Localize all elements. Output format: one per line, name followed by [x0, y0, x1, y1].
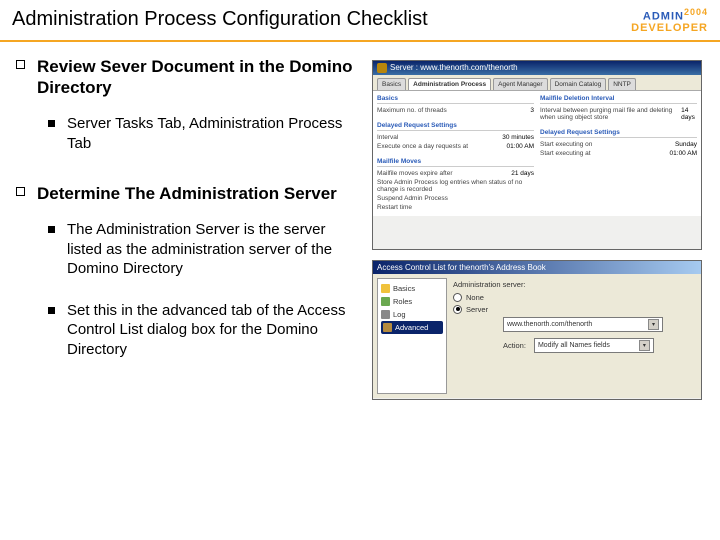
row-key: Interval [377, 134, 398, 141]
table-row: Interval between purging mail file and d… [540, 106, 697, 122]
chevron-down-icon: ▾ [639, 340, 650, 351]
side-item-roles[interactable]: Roles [381, 295, 443, 308]
table-row: Store Admin Process log entries when sta… [377, 178, 534, 194]
tab-agent-manager[interactable]: Agent Manager [493, 78, 547, 90]
side-item-advanced[interactable]: Advanced [381, 321, 443, 334]
bullet-text: Server Tasks Tab, Administration Process… [67, 114, 364, 153]
solid-square-bullet-icon [48, 226, 55, 233]
tab-admin-process[interactable]: Administration Process [408, 78, 491, 90]
row-key: Execute once a day requests at [377, 143, 468, 150]
tab-domain-catalog[interactable]: Domain Catalog [550, 78, 607, 90]
open-square-bullet-icon [16, 187, 25, 196]
side-label: Log [393, 310, 406, 319]
title-underline [0, 40, 720, 42]
logo-developer-text: DEVELOPER [631, 23, 708, 34]
text-column: Review Sever Document in the Domino Dire… [12, 56, 372, 410]
table-row: Maximum no. of threads 3 [377, 106, 534, 115]
row-key: Mailfile moves expire after [377, 170, 453, 177]
tab-basics[interactable]: Basics [377, 78, 406, 90]
radio-icon [453, 293, 462, 302]
logo-admin-text: ADMIN [643, 11, 684, 23]
table-row: Restart time [377, 203, 534, 212]
row-key: Restart time [377, 204, 412, 211]
side-item-log[interactable]: Log [381, 308, 443, 321]
server-icon [377, 63, 387, 73]
server-document-screenshot: Server : www.thenorth.com/thenorth Basic… [372, 60, 702, 250]
side-item-basics[interactable]: Basics [381, 282, 443, 295]
bullet-text: The Administration Server is the server … [67, 220, 364, 279]
row-val: 21 days [511, 170, 534, 177]
window-titlebar: Server : www.thenorth.com/thenorth [373, 61, 701, 75]
row-key: Maximum no. of threads [377, 107, 447, 114]
row-val: Sunday [675, 141, 697, 148]
row-key: Suspend Admin Process [377, 195, 448, 202]
logo: ADMIN2004 DEVELOPER [631, 8, 708, 34]
row-key: Start executing on [540, 141, 592, 148]
row-val: 14 days [681, 107, 697, 121]
server-dropdown[interactable]: www.thenorth.com/thenorth ▾ [503, 317, 663, 332]
tab-nntp[interactable]: NNTP [608, 78, 636, 90]
dropdown-value: Modify all Names fields [538, 342, 610, 349]
row-val: 01:00 AM [670, 150, 697, 157]
table-row: Execute once a day requests at 01:00 AM [377, 142, 534, 151]
action-dropdown[interactable]: Modify all Names fields ▾ [534, 338, 654, 353]
row-val: 3 [530, 107, 534, 114]
action-label: Action: [503, 341, 526, 350]
radio-icon [453, 305, 462, 314]
table-row: Suspend Admin Process [377, 194, 534, 203]
table-row: Mailfile moves expire after 21 days [377, 169, 534, 178]
acl-dialog-screenshot: Access Control List for thenorth's Addre… [372, 260, 702, 400]
dropdown-value: www.thenorth.com/thenorth [507, 321, 592, 328]
side-label: Advanced [395, 323, 428, 332]
bullet-server-tasks-tab: Server Tasks Tab, Administration Process… [12, 114, 364, 153]
table-row: Start executing on Sunday [540, 140, 697, 149]
bullet-determine-admin-server: Determine The Administration Server [12, 183, 364, 204]
row-val: 01:00 AM [507, 143, 534, 150]
open-square-bullet-icon [16, 60, 25, 69]
row-key: Start executing at [540, 150, 591, 157]
section-mailfile-moves: Mailfile Moves [377, 158, 534, 167]
row-key: Store Admin Process log entries when sta… [377, 179, 534, 193]
row-key: Interval between purging mail file and d… [540, 107, 681, 121]
log-icon [381, 310, 390, 319]
tab-row: Basics Administration Process Agent Mana… [373, 75, 701, 91]
row-val: 30 minutes [502, 134, 534, 141]
radio-dot-icon [456, 307, 460, 311]
solid-square-bullet-icon [48, 307, 55, 314]
basics-icon [381, 284, 390, 293]
bullet-text: Review Sever Document in the Domino Dire… [37, 56, 364, 99]
bullet-review-server-doc: Review Sever Document in the Domino Dire… [12, 56, 364, 99]
bullet-text: Set this in the advanced tab of the Acce… [67, 301, 364, 360]
table-row: Start executing at 01:00 AM [540, 149, 697, 158]
radio-none[interactable]: None [453, 293, 695, 302]
logo-year: 2004 [684, 7, 708, 17]
radio-label: Server [466, 305, 488, 314]
dialog-side-nav: Basics Roles Log Advanced [377, 278, 447, 394]
section-basics: Basics [377, 95, 534, 104]
bullet-admin-server-desc: The Administration Server is the server … [12, 220, 364, 279]
bullet-text: Determine The Administration Server [37, 183, 337, 204]
radio-label: None [466, 293, 484, 302]
section-delayed2: Delayed Request Settings [540, 129, 697, 138]
radio-server[interactable]: Server [453, 305, 695, 314]
bullet-set-in-advanced: Set this in the advanced tab of the Acce… [12, 301, 364, 360]
page-title: Administration Process Configuration Che… [12, 8, 428, 31]
section-mailfile: Mailfile Deletion Interval [540, 95, 697, 104]
admin-server-label: Administration server: [453, 280, 695, 289]
section-delayed: Delayed Request Settings [377, 122, 534, 131]
solid-square-bullet-icon [48, 120, 55, 127]
roles-icon [381, 297, 390, 306]
chevron-down-icon: ▾ [648, 319, 659, 330]
dialog-titlebar: Access Control List for thenorth's Addre… [373, 261, 701, 274]
table-row: Interval 30 minutes [377, 133, 534, 142]
side-label: Basics [393, 284, 415, 293]
advanced-icon [383, 323, 392, 332]
side-label: Roles [393, 297, 412, 306]
window-title: Server : www.thenorth.com/thenorth [390, 63, 518, 72]
